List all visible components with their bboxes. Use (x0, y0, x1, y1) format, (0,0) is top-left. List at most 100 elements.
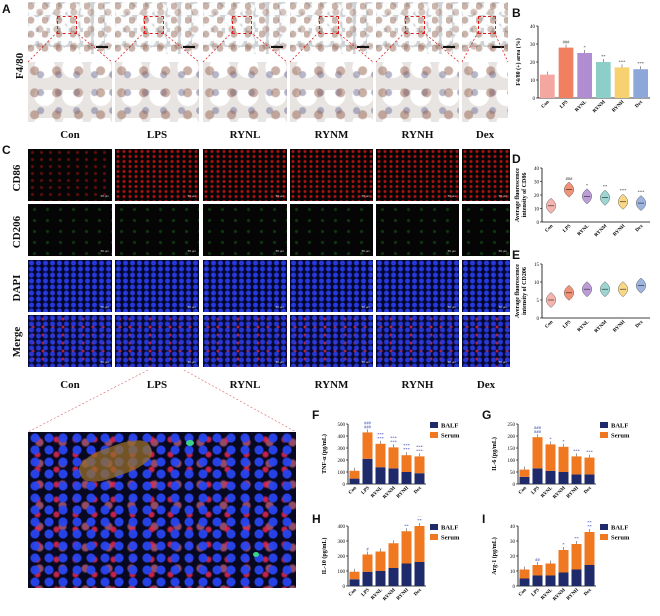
bar-serum (532, 565, 543, 576)
bar-serum (414, 456, 425, 474)
significance-mark: * (562, 542, 565, 547)
scale-label: 50 μm (447, 360, 456, 364)
ihc-zoom-lps (115, 62, 199, 122)
panel-label-i: I (482, 512, 486, 526)
panel-label-d: D (512, 152, 521, 166)
fl-dapi-rynm: 50 μm (290, 260, 373, 312)
fl-merge-rynl: 50 μm (203, 315, 287, 367)
fl-cd86-rynm: 50 μm (290, 149, 373, 201)
fl-dapi-con: 50 μm (28, 260, 112, 312)
bar (633, 69, 648, 98)
x-tick-label: Con (545, 320, 555, 330)
bar-balf (401, 563, 412, 586)
significance-mark: *** (619, 59, 627, 64)
bar-balf (545, 575, 556, 586)
scale-label: 50 μm (275, 194, 284, 198)
scale-label: 50 μm (361, 194, 370, 198)
bar-serum (401, 531, 412, 564)
significance-mark: *** (403, 443, 411, 448)
significance-mark: ## (535, 557, 540, 562)
roi-box (478, 16, 497, 34)
fl-dapi-rynh: 50 μm (376, 260, 459, 312)
y-axis-label: Arg-1 (pg/mL) (491, 537, 498, 575)
scale-label: 50 μm (498, 360, 507, 364)
fl-merge-rynh: 50 μm (376, 315, 459, 367)
significance-mark: ### (566, 176, 574, 181)
bar-serum (375, 443, 386, 468)
bar-serum (401, 455, 412, 472)
significance-mark: *** (416, 448, 424, 453)
fl-dapi-rynl: 50 μm (203, 260, 287, 312)
legend-swatch (430, 422, 438, 428)
significance-mark: ** (603, 184, 608, 189)
ihc-overview-lps (115, 2, 199, 54)
significance-mark: ### (563, 40, 571, 45)
y-tick-label: 15 (534, 263, 540, 268)
y-axis-label: IL-10 (pg/mL) (321, 538, 328, 575)
y-tick-label: 30 (530, 43, 536, 48)
x-tick-label: LPS (361, 486, 371, 496)
roi-box (144, 16, 165, 34)
significance-mark: *** (390, 435, 398, 440)
significance-mark: ** (417, 518, 422, 523)
y-tick-label: 50 (510, 471, 516, 476)
x-tick-label: Con (541, 100, 551, 110)
significance-mark: ** (417, 516, 422, 519)
legend-label: BALF (611, 423, 628, 430)
scale-label: 50 μm (361, 305, 370, 309)
bar-serum (362, 432, 373, 459)
scale-label: 50 μm (187, 249, 196, 253)
y-tick-label: 200 (508, 435, 516, 440)
y-tick-label: 250 (508, 423, 516, 428)
ihc-overview-rynl (203, 2, 287, 54)
y-tick-label: 200 (338, 459, 346, 464)
panel-label-b: B (512, 6, 521, 20)
bar-balf (401, 472, 412, 484)
ihc-overview-con (28, 2, 112, 54)
y-tick-label: 10 (534, 208, 540, 213)
y-tick-label: 0 (533, 97, 536, 102)
fl-cd206-con: 50 μm (28, 204, 112, 256)
group-label-c-con: Con (60, 379, 80, 391)
fl-cd86-rynh: 50 μm (376, 149, 459, 201)
x-tick-label: Dex (413, 486, 423, 496)
significance-mark: ** (601, 54, 606, 59)
y-tick-label: 30 (510, 540, 516, 545)
y-tick-label: 10 (534, 281, 540, 286)
y-axis-label: Average fluorescenceintensity of CD86 (515, 168, 528, 222)
bar-serum (558, 446, 569, 472)
legend-swatch (600, 524, 608, 530)
legend-label: Serum (441, 535, 460, 542)
scale-label: 50 μm (100, 249, 109, 253)
panel-label-a: A (2, 2, 11, 16)
x-tick-label: Dex (583, 486, 593, 496)
y-tick-label: 20 (530, 61, 536, 66)
significance-mark: ### (534, 429, 542, 434)
x-tick-label: Dex (413, 588, 423, 598)
bar-balf (519, 578, 530, 586)
scale-bar (357, 46, 369, 48)
x-tick-label: Dex (635, 100, 645, 110)
significance-mark: *** (403, 447, 411, 452)
roi-box (232, 16, 253, 34)
bar-balf (558, 572, 569, 586)
bar-balf (362, 458, 373, 484)
significance-mark: ** (587, 520, 592, 525)
y-tick-label: 0 (343, 585, 346, 590)
group-label-rynh: RYNH (401, 129, 434, 141)
y-tick-label: 0 (513, 585, 516, 590)
fl-merge-lps: 50 μm (115, 315, 199, 367)
fl-dapi-dex: 50 μm (462, 260, 510, 312)
bar-serum (519, 569, 530, 579)
enlarged-merge-image (28, 432, 296, 588)
bar-serum (545, 563, 556, 576)
significance-mark: ** (404, 523, 409, 528)
bar-serum (414, 526, 425, 562)
bar-serum (584, 532, 595, 565)
significance-mark: * (584, 45, 587, 50)
y-tick-label: 30 (534, 181, 540, 186)
bar-serum (519, 469, 530, 477)
